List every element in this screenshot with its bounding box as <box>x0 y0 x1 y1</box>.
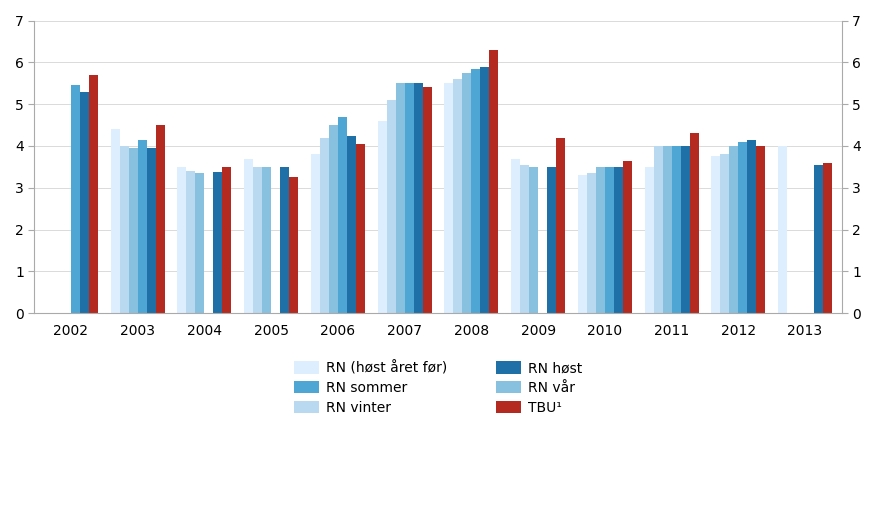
Bar <box>378 121 386 313</box>
Bar <box>214 172 223 313</box>
Bar <box>405 83 413 313</box>
Bar <box>89 75 98 313</box>
Bar <box>480 67 490 313</box>
Bar <box>511 158 520 313</box>
Bar <box>413 83 422 313</box>
Bar <box>520 165 529 313</box>
Bar <box>356 144 365 313</box>
Bar <box>471 69 480 313</box>
Bar <box>578 175 587 313</box>
Bar <box>747 140 756 313</box>
Bar <box>720 154 730 313</box>
Bar <box>587 173 596 313</box>
Bar <box>178 167 187 313</box>
Bar <box>662 146 672 313</box>
Bar <box>338 117 347 313</box>
Bar <box>146 148 156 313</box>
Bar <box>490 50 498 313</box>
Bar <box>187 171 195 313</box>
Bar <box>444 83 454 313</box>
Bar <box>711 156 720 313</box>
Bar <box>120 146 129 313</box>
Bar <box>672 146 681 313</box>
Bar <box>463 73 471 313</box>
Bar <box>645 167 653 313</box>
Bar <box>320 138 328 313</box>
Bar <box>814 165 823 313</box>
Bar <box>454 79 463 313</box>
Bar <box>156 125 165 313</box>
Bar <box>396 83 405 313</box>
Bar <box>689 133 698 313</box>
Bar <box>244 158 253 313</box>
Bar <box>223 167 231 313</box>
Bar <box>556 138 565 313</box>
Bar <box>138 140 146 313</box>
Bar <box>623 160 632 313</box>
Bar <box>386 100 396 313</box>
Bar <box>778 146 787 313</box>
Bar <box>422 88 432 313</box>
Legend: RN (høst året før), RN sommer, RN vinter, RN høst, RN vår, TBU¹: RN (høst året før), RN sommer, RN vinter… <box>288 355 588 420</box>
Bar <box>110 129 120 313</box>
Bar <box>253 167 262 313</box>
Bar <box>756 146 766 313</box>
Bar <box>347 135 356 313</box>
Bar <box>596 167 604 313</box>
Bar <box>653 146 662 313</box>
Bar <box>280 167 289 313</box>
Bar <box>289 177 298 313</box>
Bar <box>730 146 738 313</box>
Bar <box>129 148 138 313</box>
Bar <box>681 146 689 313</box>
Bar <box>823 163 832 313</box>
Bar <box>529 167 538 313</box>
Bar <box>604 167 614 313</box>
Bar <box>80 92 89 313</box>
Bar <box>195 173 204 313</box>
Bar <box>614 167 623 313</box>
Bar <box>738 142 747 313</box>
Bar <box>262 167 272 313</box>
Bar <box>311 154 320 313</box>
Bar <box>548 167 556 313</box>
Bar <box>71 85 80 313</box>
Bar <box>328 125 338 313</box>
